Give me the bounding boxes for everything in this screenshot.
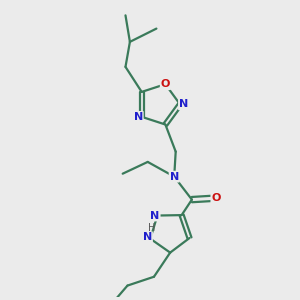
Text: N: N — [143, 232, 152, 242]
Text: N: N — [169, 172, 179, 182]
Text: N: N — [179, 99, 188, 110]
Text: N: N — [134, 112, 143, 122]
Text: H: H — [148, 223, 156, 233]
Text: O: O — [161, 79, 170, 89]
Text: O: O — [211, 193, 221, 203]
Text: N: N — [150, 211, 160, 220]
